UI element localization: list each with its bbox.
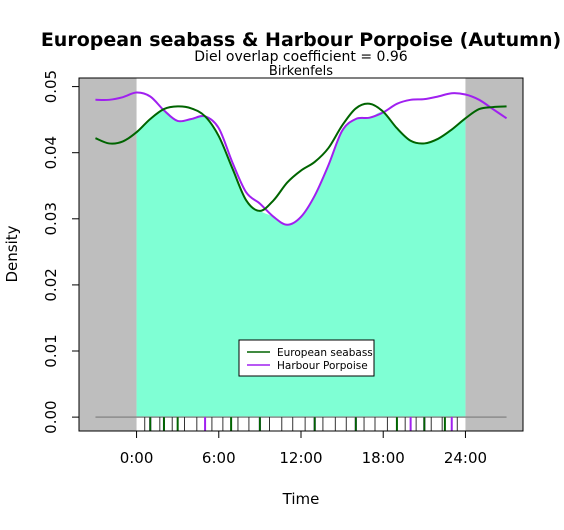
series-line-seabass [95,102,507,212]
x-tick-label: 6:00 [202,449,236,467]
y-tick-label: 0.01 [42,334,60,367]
y-tick-label: 0.03 [42,202,60,235]
y-tick-label: 0.02 [42,268,60,301]
legend-entry-porpoise: Harbour Porpoise [277,360,368,372]
x-tick-label: 12:00 [279,449,322,467]
chart-subtitle: Diel overlap coefficient = 0.96 [194,49,408,65]
y-axis-label: Density [3,225,21,282]
x-tick-label: 0:00 [120,449,154,467]
legend-entry-seabass: European seabass [277,347,373,359]
x-tick-label: 24:00 [444,449,487,467]
site-label: Birkenfels [269,64,333,79]
x-tick-label: 18:00 [362,449,405,467]
legend-box [238,339,375,377]
chart-title: European seabass & Harbour Porpoise (Aut… [41,29,561,51]
rug-layer [144,417,458,431]
night-shade-left [79,78,137,431]
overlap-area [136,110,466,418]
y-tick-label: 0.04 [42,136,60,169]
y-tick-label: 0.00 [42,400,60,433]
y-axis: 0.00 0.01 0.02 0.03 0.04 0.05 [42,70,79,434]
night-shade-right [465,78,523,431]
series-line-porpoise [95,91,508,226]
legend: European seabass Harbour Porpoise [238,339,375,377]
plot-area [79,78,523,431]
x-axis: 0:00 6:00 12:00 18:00 24:00 [120,430,487,467]
series-layer [95,91,508,226]
x-axis-label: Time [282,490,320,508]
y-tick-label: 0.05 [42,70,60,103]
